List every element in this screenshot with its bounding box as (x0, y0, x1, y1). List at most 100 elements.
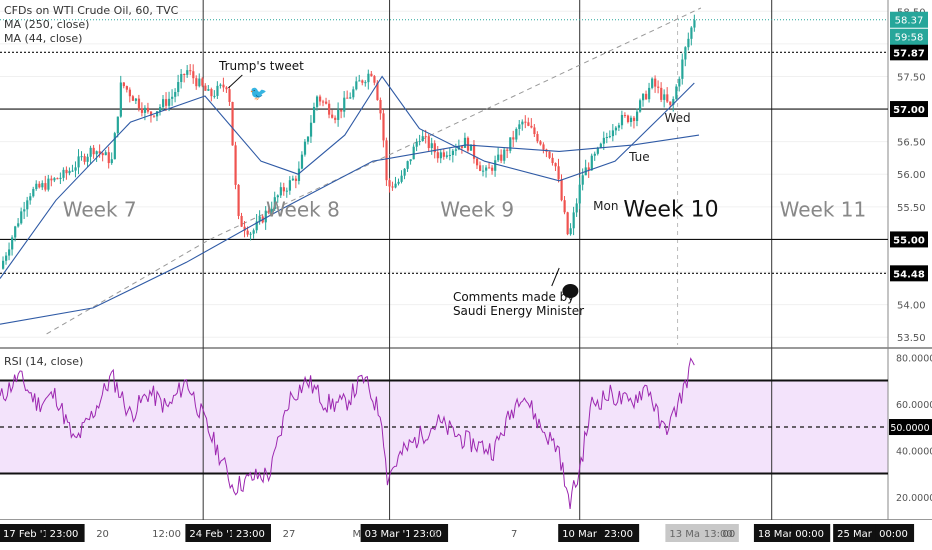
candle-body (104, 152, 107, 156)
candle-body (397, 181, 400, 184)
candle-body (472, 144, 476, 159)
candle-body (651, 78, 654, 88)
candle-body (216, 85, 219, 96)
candle-body (343, 97, 346, 112)
candle-body (572, 212, 575, 229)
candle-body (168, 98, 171, 106)
candle-body (666, 94, 669, 102)
time-tick-label: 10 Mar '19 (562, 529, 615, 540)
candle-body (518, 124, 521, 129)
rsi-tick-label: 20.0000 (896, 493, 932, 504)
candle-body (509, 137, 512, 151)
price-tick-label: 56.00 (897, 170, 926, 181)
candle-body (219, 84, 222, 86)
candle-body (527, 122, 530, 126)
candle-body (560, 179, 563, 201)
candle-body (388, 180, 391, 187)
candle-body (675, 86, 678, 100)
candle-body (690, 27, 693, 39)
candle-body (165, 99, 168, 106)
candle-body (243, 226, 246, 231)
candle-body (65, 169, 68, 174)
day-label-tue: Tue (628, 150, 650, 164)
time-tick-label: 24 Feb '19 (189, 529, 241, 540)
candle-body (319, 96, 322, 102)
candle-body (270, 208, 273, 212)
candle-body (113, 133, 116, 160)
rsi-line[interactable] (0, 357, 695, 510)
candle-body (488, 167, 491, 169)
day-label-mon: Mon (593, 199, 618, 213)
speech-bubble-icon (562, 284, 579, 298)
level-badge (890, 231, 928, 248)
candle-body (394, 183, 397, 188)
candle-body (687, 38, 690, 48)
ma250-legend[interactable]: MA (250, close) (4, 18, 90, 31)
annotation-arrow-trump (227, 74, 243, 89)
time-tick-label: 25 Mar '19 (837, 529, 890, 540)
candle-body (234, 145, 237, 185)
time-tick-label: 5 (432, 529, 438, 540)
candle-body (415, 142, 418, 147)
price-tick-label: 56.50 (897, 138, 926, 149)
candle-body (412, 146, 415, 160)
candle-body (282, 187, 285, 192)
candle-body (258, 216, 261, 222)
candle-body (17, 223, 20, 227)
candle-body (273, 197, 276, 209)
time-tick-label: 13:00 (704, 529, 733, 540)
candle-body (512, 137, 515, 140)
chart-header: CFDs on WTI Crude Oil, 60, TVC MA (250, … (4, 4, 178, 46)
candle-body (291, 178, 295, 181)
week-label-8: Week 8 (266, 198, 340, 222)
price-tick-label: 53.50 (897, 333, 926, 344)
candle-body (155, 111, 159, 117)
candle-body (225, 87, 228, 90)
candlesticks (2, 14, 696, 270)
rsi-legend[interactable]: RSI (14, close) (4, 355, 84, 368)
candle-body (192, 71, 195, 79)
candle-body (445, 155, 448, 157)
chart-title[interactable]: CFDs on WTI Crude Oil, 60, TVC (4, 4, 179, 17)
ma44-line[interactable] (0, 75, 695, 279)
ma44-legend[interactable]: MA (44, close) (4, 32, 83, 45)
candle-body (201, 78, 204, 86)
candle-body (246, 230, 249, 235)
candle-body (92, 147, 95, 155)
candle-body (32, 189, 35, 197)
candle-body (566, 212, 569, 235)
trendline-upper[interactable] (209, 7, 702, 240)
candle-body (548, 151, 551, 158)
candle-body (152, 115, 156, 117)
trendline-lower[interactable] (46, 239, 210, 335)
candle-body (657, 86, 660, 88)
ma250-line[interactable] (0, 134, 700, 325)
candle-body (506, 149, 509, 151)
time-tick-label: 00 (723, 529, 736, 540)
candle-body (2, 260, 5, 269)
candle-body (635, 111, 639, 122)
candle-body (669, 101, 672, 105)
rsi-tick-label: 80.0000 (896, 353, 932, 364)
candle-body (678, 78, 681, 87)
time-tick-badge (791, 524, 831, 542)
candle-body (322, 101, 325, 103)
price-tick-label: 54.00 (897, 301, 926, 312)
price-tick-label: 57.50 (897, 72, 926, 83)
candle-body (89, 147, 92, 157)
candle-body (331, 114, 334, 118)
candle-body (521, 121, 524, 125)
candle-body (47, 178, 50, 190)
candle-body (222, 84, 225, 88)
candle-body (95, 151, 98, 155)
candle-body (198, 78, 201, 87)
candle-body (107, 152, 110, 164)
candle-body (240, 215, 243, 227)
candle-body (71, 170, 74, 172)
candle-body (334, 117, 337, 120)
level-badge-label: 55.00 (893, 235, 925, 246)
candle-body (312, 106, 316, 123)
candle-body (340, 109, 343, 112)
candle-body (551, 157, 554, 164)
